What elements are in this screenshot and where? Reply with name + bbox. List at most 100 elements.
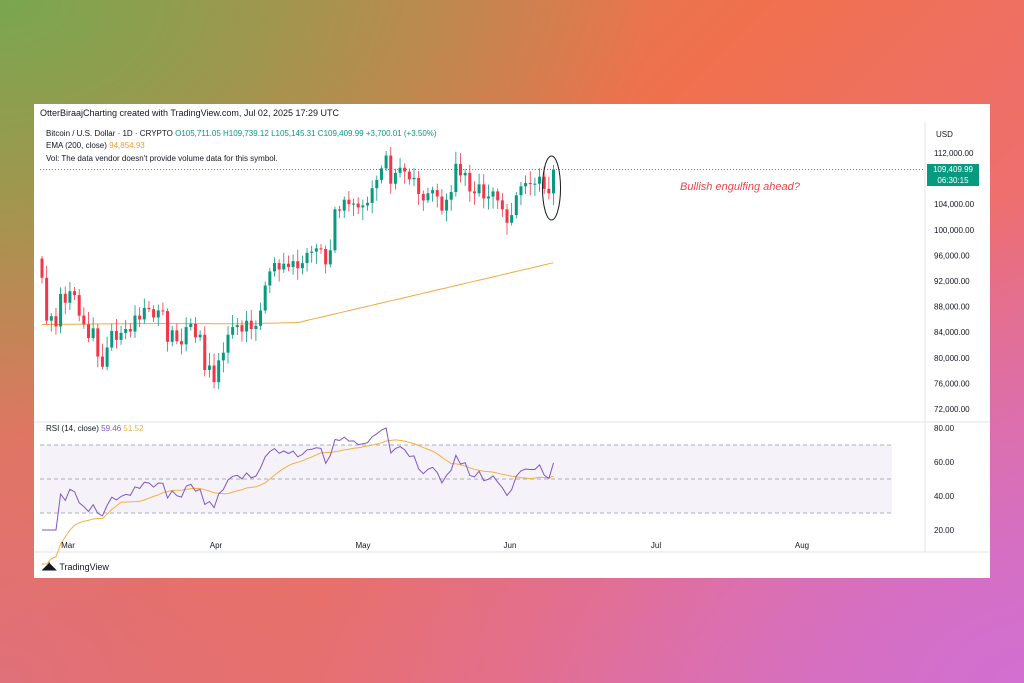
candle-body [291, 261, 295, 267]
candle-body [342, 199, 346, 211]
candle-body [491, 191, 495, 197]
candle-body [156, 310, 160, 318]
candle-body [500, 200, 504, 210]
candle-body [389, 155, 393, 184]
candle-body [505, 209, 509, 223]
rsi-tick-label: 20.00 [934, 526, 955, 535]
candle-body [524, 183, 528, 187]
candle-body [552, 169, 555, 194]
candle-body [366, 202, 369, 206]
rsi-legend[interactable]: RSI (14, close) 59.46 51.52 [46, 424, 143, 433]
candle-body [273, 263, 276, 272]
ema-layer [42, 262, 554, 325]
bar-countdown: 06:30:15 [937, 176, 969, 185]
price-tick-label: 76,000.00 [934, 379, 970, 388]
candle-body [77, 295, 81, 316]
ema-legend[interactable]: EMA (200, close) 94,854.93 [46, 141, 145, 150]
time-tick-label: Apr [210, 541, 223, 550]
candle-body [193, 323, 197, 338]
tradingview-footer[interactable]: ◢◣ TradingView [42, 561, 109, 572]
annotation-ellipse [542, 155, 561, 221]
candle-body [110, 330, 114, 348]
grid-layer [34, 122, 990, 553]
candle-body [519, 186, 523, 196]
price-tick-label: 88,000.00 [934, 303, 970, 312]
candle-body [231, 327, 235, 335]
candle-body [496, 191, 500, 201]
price-tick-label: 72,000.00 [934, 405, 970, 414]
candle-body [431, 190, 435, 194]
candle-body [166, 311, 170, 342]
candle-body [212, 365, 216, 383]
candle-body [259, 310, 263, 326]
last-price: 109,409.99 [932, 165, 974, 174]
rsi-ma-line [42, 439, 554, 565]
candle-body [398, 167, 402, 173]
candle-body [124, 329, 128, 333]
candle-body [286, 263, 290, 267]
rsi-tick-label: 80.00 [934, 424, 955, 433]
candle-body [468, 172, 472, 192]
candle-body [249, 320, 253, 329]
candle-body [133, 315, 137, 332]
candle-body [87, 324, 90, 338]
candle-body [226, 334, 230, 353]
candle-body [435, 190, 439, 197]
price-tick-label: 84,000.00 [934, 328, 970, 337]
tradingview-logo-icon: ◢◣ [42, 561, 56, 572]
price-tick-label: 92,000.00 [934, 277, 970, 286]
candle-body [277, 263, 281, 270]
time-tick-label: May [355, 541, 370, 550]
candle-body [538, 176, 542, 184]
candle-body [486, 196, 490, 199]
candle-body [119, 332, 123, 340]
candle-body [459, 163, 462, 176]
candle-body [314, 248, 318, 252]
candle-body [268, 271, 272, 286]
rsi-layer [42, 427, 554, 565]
candle-body [161, 310, 165, 312]
candle-body [40, 258, 44, 278]
rsi-value: 59.46 [101, 424, 122, 433]
time-tick-label: Aug [795, 541, 809, 550]
annotation-text: Bullish engulfing ahead? [680, 181, 801, 193]
candle-body [347, 199, 351, 205]
candle-body [189, 323, 193, 328]
candle-body [333, 209, 337, 251]
candle-body [128, 329, 132, 332]
last-price-tag: 109,409.99 06:30:15 [927, 164, 979, 186]
candle-body [445, 199, 449, 211]
candle-body [514, 195, 518, 216]
ema-label: EMA (200, close) [46, 141, 107, 150]
candle-body [454, 163, 458, 193]
candle-body [547, 188, 551, 194]
symbol-legend[interactable]: Bitcoin / U.S. Dollar · 1D · CRYPTO O105… [46, 129, 437, 138]
candle-body [245, 320, 249, 332]
candle-body [221, 352, 225, 361]
candle-body [319, 248, 323, 250]
candle-body [49, 316, 53, 321]
candle-body [417, 177, 421, 194]
candle-body [170, 330, 174, 342]
axis-layer: 112,000.00108,000.00104,000.00100,000.00… [61, 149, 974, 550]
rsi-tick-label: 60.00 [934, 458, 955, 467]
candle-body [82, 315, 86, 325]
currency-label: USD [936, 130, 953, 139]
candle-body [63, 293, 67, 303]
candle-body [463, 172, 467, 176]
open-value: O105,711.05 [175, 129, 221, 138]
candle-body [263, 285, 267, 311]
candle-body [510, 215, 514, 223]
ema-200-line [42, 262, 554, 325]
price-chart-svg[interactable]: 112,000.00108,000.00104,000.00100,000.00… [34, 104, 990, 578]
candle-body [324, 249, 328, 265]
candle-body [352, 203, 356, 205]
chart-credit: OtterBiraajCharting created with Trading… [40, 108, 339, 118]
candle-body [421, 193, 425, 201]
candle-body [477, 184, 481, 194]
time-tick-label: Jul [651, 541, 661, 550]
candle-body [203, 334, 207, 370]
candle-body [533, 183, 537, 185]
candle-body [45, 277, 49, 321]
rsi-line [42, 427, 554, 531]
